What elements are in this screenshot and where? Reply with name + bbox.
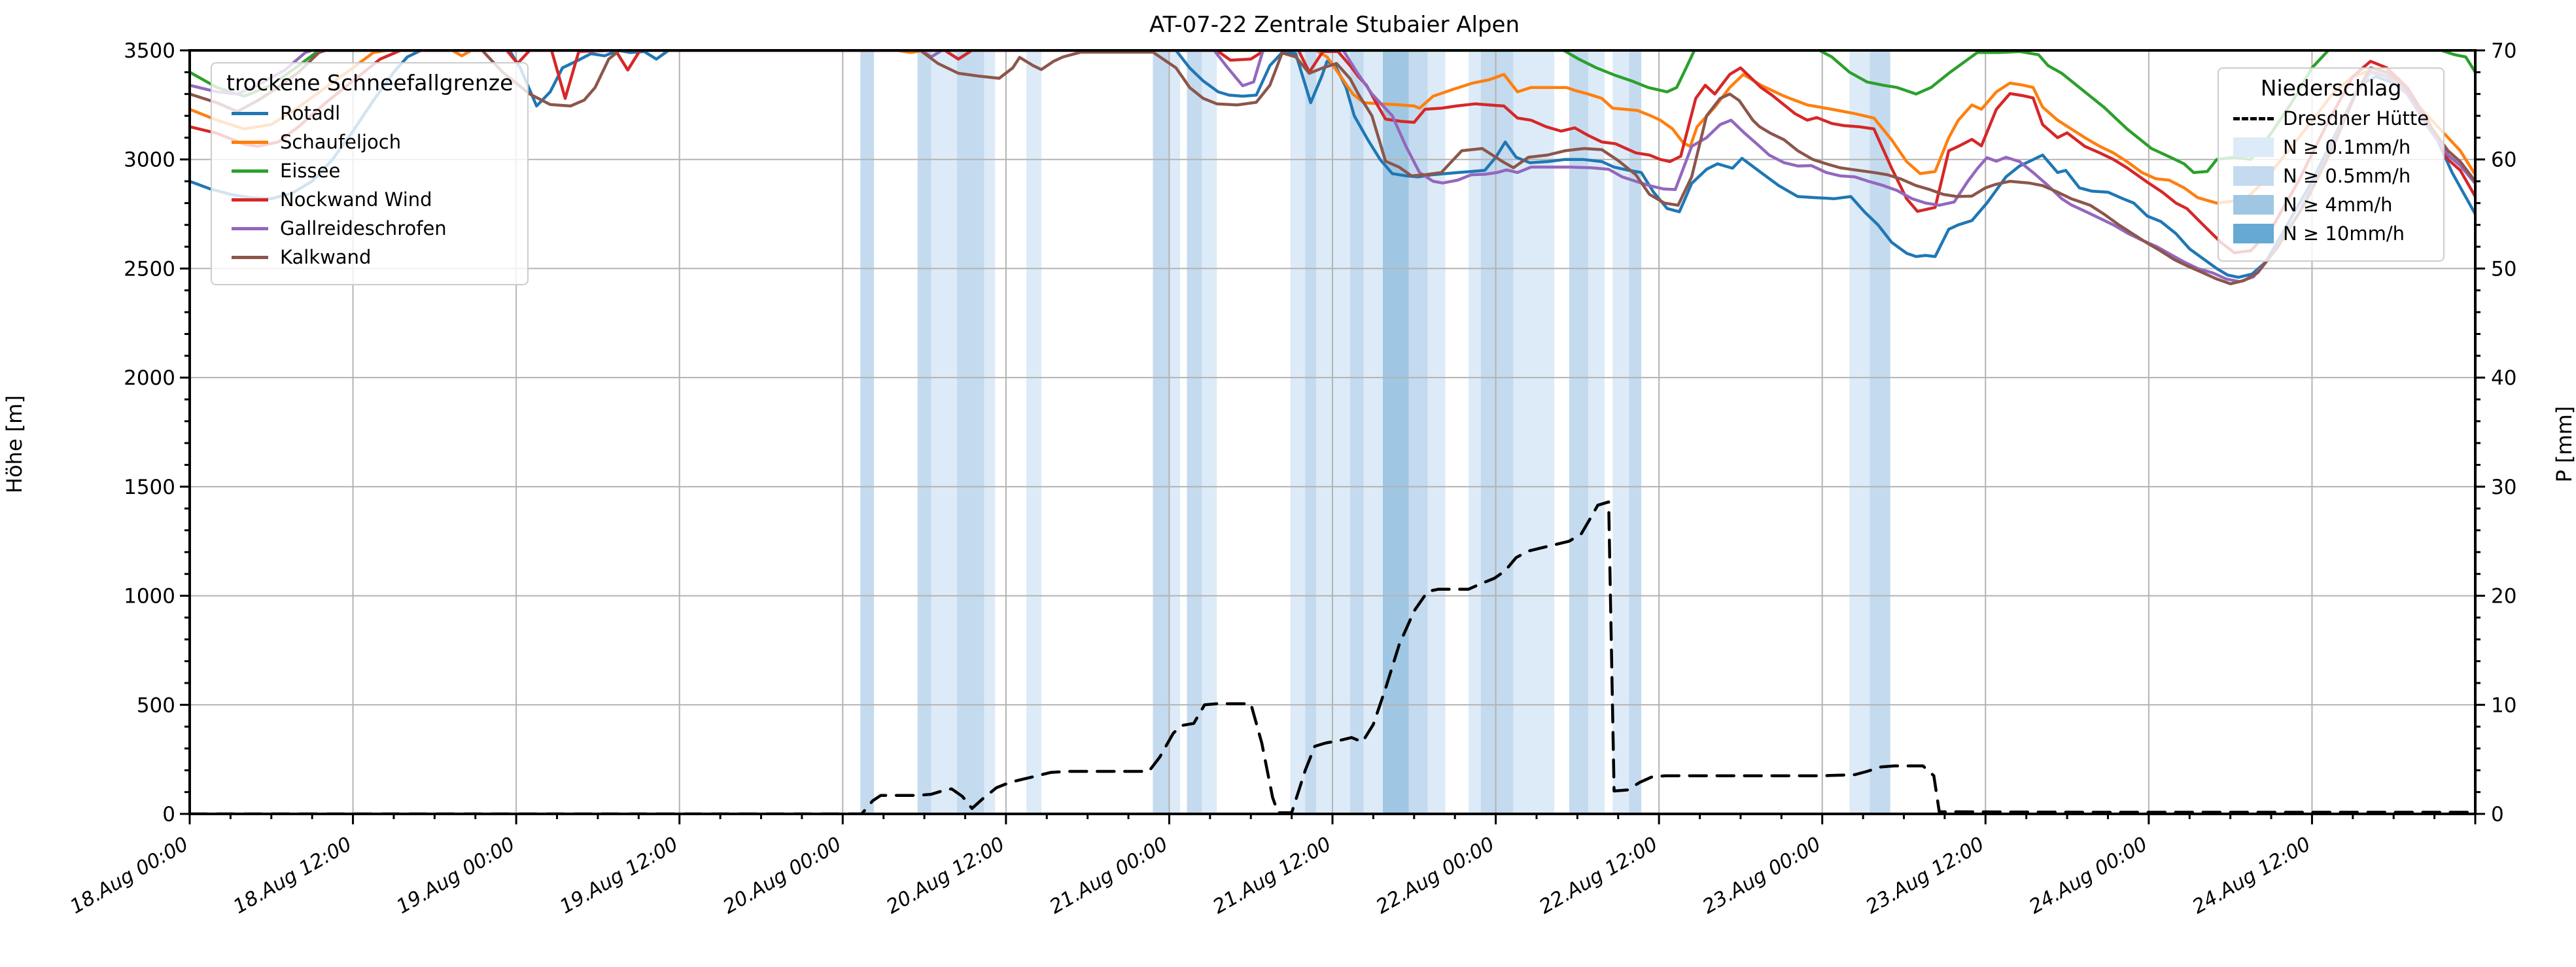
precip-band: [1290, 50, 1306, 814]
legend-entry-dresdner-huette: Dresdner Hütte: [2233, 107, 2429, 130]
chart-title: AT-07-22 Zentrale Stubaier Alpen: [1149, 12, 1520, 38]
precip-band: [1870, 50, 1890, 814]
y-right-tick: 10: [2491, 694, 2516, 717]
precip-band: [1187, 50, 1202, 814]
axis-ticks: [180, 49, 2485, 824]
legend-precipitation-entries: Dresdner Hütte N ≥ 0.1mm/h N ≥ 0.5mm/h N ≥ …: [2233, 107, 2429, 245]
x-tick: 23.Aug 00:00: [1699, 833, 1825, 919]
precip-band: [1202, 50, 1217, 814]
legend-snowfall-entries: Rotadl Schaufeljoch Eissee Nockwand Wind Gal…: [226, 102, 513, 268]
y-left-tick: 3000: [124, 149, 175, 172]
band-swatch-icon: [2233, 195, 2274, 215]
line-swatch-icon: [232, 255, 268, 259]
precip-band: [1153, 50, 1170, 814]
y-left-tick: 500: [137, 694, 175, 717]
y-right-tick: 20: [2491, 585, 2516, 608]
y-axis-label-left: Höhe [m]: [2, 395, 27, 493]
x-tick: 19.Aug 12:00: [556, 833, 682, 919]
x-tick: 24.Aug 00:00: [2025, 833, 2151, 919]
legend-entry-eissee: Eissee: [226, 160, 513, 182]
y-right-tick: 60: [2491, 149, 2516, 172]
y-right-tick: 50: [2491, 257, 2516, 281]
legend-snowfall-title: trockene Schneefallgrenze: [226, 70, 513, 96]
precip-band: [1026, 50, 1041, 814]
y-left-tick: 0: [162, 803, 175, 826]
band-swatch-icon: [2233, 224, 2274, 243]
legend-entry-n-4mm-h: N ≥ 4mm/h: [2233, 194, 2429, 216]
precip-band: [1513, 50, 1554, 814]
precip-band: [1849, 50, 1870, 814]
series-nockwand-wind: [190, 50, 2475, 255]
precip-band: [1408, 50, 1428, 814]
x-tick: 21.Aug 00:00: [1046, 833, 1172, 919]
y-left-tick-labels: 0 500 1000 1500 2000 2500 3000 3500: [124, 39, 175, 826]
precip-band: [984, 50, 996, 814]
legend-snowfall-limit: trockene Schneefallgrenze Rotadl Schaufel…: [211, 62, 529, 285]
precip-band: [1588, 50, 1605, 814]
precip-band: [1169, 50, 1180, 814]
line-swatch-icon: [232, 140, 268, 144]
y-right-tick: 30: [2491, 476, 2516, 499]
band-swatch-icon: [2233, 137, 2274, 157]
y-right-tick-labels: 0 10 20 30 40 50 60 70: [2491, 39, 2516, 826]
y-right-tick: 70: [2491, 39, 2516, 63]
series-dresdner-huette: [190, 500, 2475, 814]
y-left-tick: 1500: [124, 476, 175, 499]
band-swatch-icon: [2233, 166, 2274, 186]
series-schaufeljoch: [190, 50, 2475, 205]
precip-band: [931, 50, 957, 814]
x-tick: 18.Aug 00:00: [66, 833, 192, 919]
precip-band: [1469, 50, 1481, 814]
y-axis-label-right: P [mm]: [2552, 406, 2576, 483]
y-right-tick: 40: [2491, 366, 2516, 390]
legend-entry-nockwand-wind: Nockwand Wind: [226, 188, 513, 211]
legend-entry-n-0.1mm-h: N ≥ 0.1mm/h: [2233, 136, 2429, 158]
y-left-tick: 2000: [124, 366, 175, 390]
precip-band: [1480, 50, 1514, 814]
y-left-tick: 1000: [124, 585, 175, 608]
x-tick-labels: 18.Aug 00:00 18.Aug 12:00 19.Aug 00:00 19.A…: [66, 833, 2314, 919]
line-swatch-icon: [232, 169, 268, 173]
precip-band: [1427, 50, 1446, 814]
legend-entry-kalkwand: Kalkwand: [226, 246, 513, 268]
x-tick: 19.Aug 00:00: [392, 833, 519, 919]
x-tick: 20.Aug 00:00: [720, 833, 846, 919]
precip-band: [1363, 50, 1383, 814]
legend-precipitation: Niederschlag Dresdner Hütte N ≥ 0.1mm/h N …: [2218, 67, 2445, 262]
precip-band: [1569, 50, 1588, 814]
x-tick: 23.Aug 12:00: [1862, 833, 1989, 919]
line-swatch-icon: [232, 226, 268, 230]
legend-entry-n-10mm-h: N ≥ 10mm/h: [2233, 222, 2429, 245]
legend-entry-rotadl: Rotadl: [226, 102, 513, 124]
legend-precipitation-title: Niederschlag: [2260, 75, 2402, 101]
series-rotadl: [190, 50, 2475, 279]
y-left-tick: 2500: [124, 257, 175, 281]
dashed-line-swatch-icon: [2233, 116, 2274, 120]
precip-band: [1305, 50, 1316, 814]
precip-band: [1629, 50, 1642, 814]
series-gallreideschrofen: [190, 50, 2475, 283]
precip-band: [1612, 50, 1629, 814]
line-swatch-icon: [232, 111, 268, 115]
x-tick: 22.Aug 00:00: [1372, 833, 1499, 919]
legend-entry-schaufeljoch: Schaufeljoch: [226, 131, 513, 153]
line-swatch-icon: [232, 198, 268, 202]
x-tick: 20.Aug 12:00: [882, 833, 1009, 919]
y-right-tick: 0: [2491, 803, 2504, 826]
x-tick: 21.Aug 12:00: [1209, 833, 1335, 919]
y-left-tick: 3500: [124, 39, 175, 63]
precip-band: [860, 50, 875, 814]
series-kalkwand: [190, 50, 2475, 286]
legend-entry-gallreideschrofen: Gallreideschrofen: [226, 217, 513, 239]
precip-band: [917, 50, 931, 814]
legend-entry-n-0.5mm-h: N ≥ 0.5mm/h: [2233, 165, 2429, 187]
x-tick: 24.Aug 12:00: [2189, 833, 2315, 919]
x-tick: 18.Aug 12:00: [230, 833, 356, 919]
precip-band: [957, 50, 984, 814]
x-tick: 22.Aug 12:00: [1535, 833, 1662, 919]
precip-band: [1350, 50, 1364, 814]
